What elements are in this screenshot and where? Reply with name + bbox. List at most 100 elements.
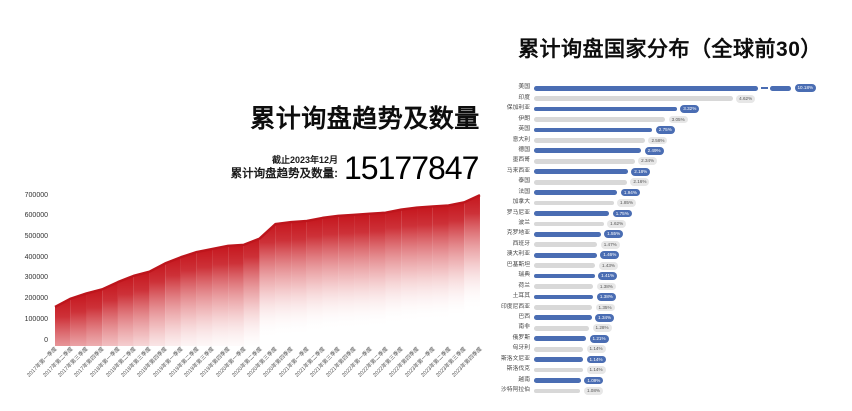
value-pill: 1.14% — [586, 345, 606, 354]
bar-row[interactable]: 保加利亚 3.32% — [490, 104, 852, 114]
stat-captions: 截止2023年12月 累计询盘趋势及数量: — [160, 155, 338, 181]
bar-row[interactable]: 斯洛伐克 1.14% — [490, 365, 852, 375]
bar-row[interactable]: 加拿大 1.85% — [490, 198, 852, 208]
bar-segment — [534, 388, 581, 394]
bar-segment — [534, 325, 590, 331]
country-label: 匈牙利 — [512, 345, 530, 352]
bar-row[interactable]: 法国 1.94% — [490, 187, 852, 197]
bar-row[interactable]: 巴西 1.34% — [490, 313, 852, 323]
bar-row[interactable]: 意大利 2.58% — [490, 135, 852, 145]
country-label: 斯洛文尼亚 — [501, 355, 530, 362]
area-fill-segment — [259, 224, 276, 346]
bar-track — [534, 117, 666, 122]
area-fill-segment — [55, 298, 71, 346]
bar-track — [534, 200, 614, 206]
bar-track — [534, 263, 596, 269]
bar-row[interactable]: 越南 1.09% — [490, 375, 852, 385]
area-fill-segment — [180, 252, 197, 346]
bar-row[interactable]: 瑞典 1.41% — [490, 271, 852, 281]
bar-track — [534, 242, 598, 248]
bar-row[interactable]: 克罗地亚 1.55% — [490, 229, 852, 239]
bar-segment — [534, 378, 581, 383]
value-pill: 1.62% — [607, 220, 627, 228]
area-fill-segment — [275, 222, 292, 346]
country-label: 越南 — [518, 376, 530, 383]
bar-row[interactable]: 德国 2.49% — [490, 146, 852, 156]
country-label: 荷兰 — [518, 282, 530, 289]
stat-caption: 累计询盘趋势及数量: — [230, 167, 338, 180]
y-axis-tick-label: 700000 — [24, 191, 48, 199]
country-label: 斯洛伐克 — [506, 366, 530, 373]
country-label: 巴基斯坦 — [506, 261, 530, 268]
country-label: 南非 — [518, 324, 530, 331]
area-fill-segment — [102, 282, 118, 346]
bar-row[interactable]: 俄罗斯 1.21% — [490, 334, 852, 344]
value-pill: 1.47% — [600, 240, 620, 249]
country-label: 俄罗斯 — [512, 334, 530, 341]
bar-track — [534, 315, 592, 321]
country-label: 意大利 — [512, 136, 530, 143]
value-pill: 3.32% — [680, 105, 700, 113]
country-label: 波兰 — [518, 220, 530, 226]
bar-row[interactable]: 匈牙利 1.14% — [490, 344, 852, 354]
bar-row[interactable]: 波兰 1.62% — [490, 219, 852, 229]
country-label: 泰国 — [518, 178, 530, 185]
bar-row[interactable]: 南非 1.28% — [490, 323, 852, 333]
value-pill: 1.28% — [592, 324, 612, 333]
bar-row[interactable]: 西班牙 1.47% — [490, 240, 852, 250]
value-pill: 1.75% — [612, 209, 632, 218]
value-pill: 1.08% — [583, 387, 603, 395]
country-label: 土耳其 — [512, 293, 530, 300]
value-pill: 1.43% — [598, 261, 619, 270]
country-label: 印度 — [518, 94, 530, 101]
bar-row[interactable]: 土耳其 1.38% — [490, 292, 852, 302]
y-axis-tick-label: 0 — [44, 336, 48, 344]
value-pill: 1.21% — [589, 334, 609, 343]
bar-row[interactable]: 印度 4.62% — [490, 93, 852, 103]
bar-segment — [534, 96, 733, 102]
bar-row[interactable]: 伊朗 3.05% — [490, 114, 852, 124]
value-pill: 1.85% — [617, 199, 637, 207]
bar-track — [534, 284, 594, 289]
bar-track — [534, 179, 627, 185]
bar-row[interactable]: 英国 2.75% — [490, 125, 852, 135]
value-pill: 2.34% — [638, 157, 658, 166]
bar-row[interactable]: 荷兰 1.38% — [490, 281, 852, 291]
country-label: 美国 — [518, 84, 530, 91]
country-label: 加拿大 — [512, 199, 530, 206]
bar-row[interactable]: 沙特阿拉伯 1.08% — [490, 386, 852, 396]
bar-row[interactable]: 墨西哥 2.34% — [490, 156, 852, 166]
bar-row[interactable]: 澳大利亚 1.46% — [490, 250, 852, 260]
bar-row[interactable]: 斯洛文尼亚 1.14% — [490, 354, 852, 364]
bar-row[interactable]: 罗马尼亚 1.75% — [490, 208, 852, 218]
bar-segment — [534, 179, 627, 185]
trend-chart-title: 累计询盘趋势及数量 — [250, 105, 480, 133]
value-pill: 1.09% — [584, 376, 604, 385]
bar-segment — [770, 85, 791, 91]
area-fill-segment — [133, 271, 150, 346]
country-label: 西班牙 — [512, 240, 530, 247]
area-fill-segment — [117, 275, 134, 346]
bar-row[interactable]: 巴基斯坦 1.43% — [490, 260, 852, 270]
bar-row[interactable]: 印度尼西亚 1.35% — [490, 302, 852, 312]
value-pill: 2.58% — [648, 136, 668, 145]
bar-segment — [534, 158, 635, 164]
bar-track — [534, 138, 645, 143]
bar-row[interactable]: 马来西亚 2.18% — [490, 167, 852, 177]
country-label: 保加利亚 — [506, 105, 530, 112]
bar-track — [534, 231, 601, 237]
value-pill: 1.55% — [604, 230, 624, 239]
bar-segment — [534, 367, 584, 373]
total-stat-block: 截止2023年12月 累计询盘趋势及数量: 15177847 — [160, 152, 480, 184]
bar-track — [534, 211, 610, 216]
value-pill: 4.62% — [736, 94, 756, 103]
area-line — [54, 194, 481, 308]
bar-segment — [534, 242, 598, 248]
area-fill-segment — [165, 257, 181, 346]
country-chart-title: 累计询盘国家分布（全球前30） — [518, 38, 822, 61]
value-pill: 1.41% — [598, 272, 618, 280]
y-axis-tick-label: 300000 — [24, 274, 48, 282]
bar-track — [534, 273, 595, 279]
bar-row[interactable]: 泰国 2.16% — [490, 177, 852, 187]
bar-row[interactable]: 美国 10.18% — [490, 83, 852, 93]
